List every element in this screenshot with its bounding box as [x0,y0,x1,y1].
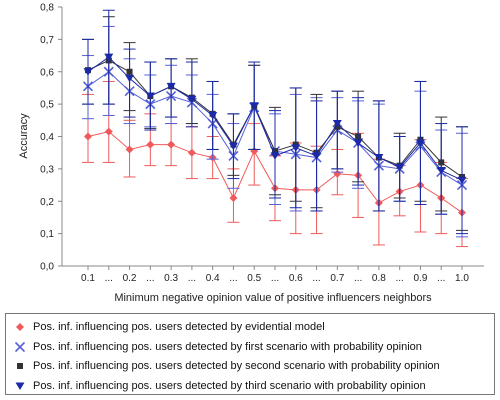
data-point [167,140,176,149]
x-tick-label: ... [105,273,113,284]
data-point [270,152,280,160]
x-tick-label: ... [188,273,196,284]
data-point [208,111,218,120]
legend-item: Pos. inf. influencing pos. users detecte… [14,338,422,356]
legend-item: Pos. inf. influencing pos. users detecte… [14,357,440,375]
legend-symbol [14,341,26,352]
data-point [229,194,238,203]
chart-plot: 0,0 0,1 0,2 0,3 0,4 0,5 0,6 0,7 0,8 0.1... 0.2...… [18,3,484,304]
y-tick-label: 0,1 [40,229,54,240]
legend: Pos. inf. influencing pos. users detecte… [5,313,495,395]
data-point [353,139,363,147]
x-tick-label: 0.6 [289,273,303,284]
x-tick-label: 0.8 [372,273,386,284]
x-tick-label: ... [271,273,279,284]
data-point [457,176,467,185]
data-point [312,152,322,160]
x-tick-label: 1.0 [455,273,469,284]
x-tick-label: ... [229,273,237,284]
x-tick-label: 0.5 [247,273,261,284]
x-tick-label: 0.3 [164,273,178,284]
series-4 [82,9,468,235]
legend-label: Pos. inf. influencing pos. users detecte… [33,360,440,372]
y-tick-label: 0,7 [40,35,54,46]
legend-label: Pos. inf. influencing pos. users detecte… [33,321,325,333]
data-point [374,154,384,162]
data-point [249,102,259,110]
legend-symbol [15,382,25,390]
legend-marker [16,323,24,331]
legend-symbol [16,323,24,331]
data-point [104,53,114,62]
x-tick-label: 0.2 [123,273,137,284]
x-tick-label: ... [437,273,445,284]
x-axis-title: Minimum negative opinion value of positi… [114,292,432,304]
data-point [395,163,405,172]
data-point [187,95,197,104]
data-point [125,74,135,83]
legend-symbol [17,363,23,369]
x-tick-label: ... [354,273,362,284]
plot-area [62,7,484,266]
x-tick-label: ... [146,273,154,284]
data-point [332,120,342,128]
data-point [415,139,425,147]
data-point [436,166,446,175]
legend-label: Pos. inf. influencing pos. users detecte… [33,340,422,353]
data-point [83,68,93,76]
legend-label: Pos. inf. influencing pos. users detecte… [33,379,426,392]
x-marker-stroke [14,341,26,352]
data-point [228,142,238,151]
y-tick-label: 0,8 [40,3,54,14]
legend-marker [14,341,26,352]
y-tick-label: 0,4 [40,132,54,143]
x-tick-label: 0.1 [81,273,95,284]
x-tick-label: 0.4 [206,273,220,284]
x-tick-label: 0.9 [413,273,427,284]
data-point [166,82,176,91]
legend-item: Pos. inf. influencing pos. users detecte… [14,318,325,336]
y-tick-label: 0,3 [40,164,54,175]
x-tick-label: 0.7 [330,273,344,284]
legend-marker [17,363,23,369]
y-tick-label: 0,5 [40,100,54,111]
x-tick-label: ... [312,273,320,284]
data-point [145,92,155,101]
data-point [104,127,113,136]
x-tick-label: ... [395,273,403,284]
y-axis-title: Accuracy [18,113,30,159]
legend-item: Pos. inf. influencing pos. users detecte… [14,377,426,395]
y-tick-label: 0,0 [40,262,54,273]
legend-marker [15,382,25,390]
data-point [84,132,92,141]
data-point [187,148,196,157]
y-tick-label: 0,2 [40,197,54,208]
data-point [146,140,155,149]
data-point [291,144,301,152]
data-point [125,145,134,154]
y-tick-label: 0,6 [40,67,54,78]
